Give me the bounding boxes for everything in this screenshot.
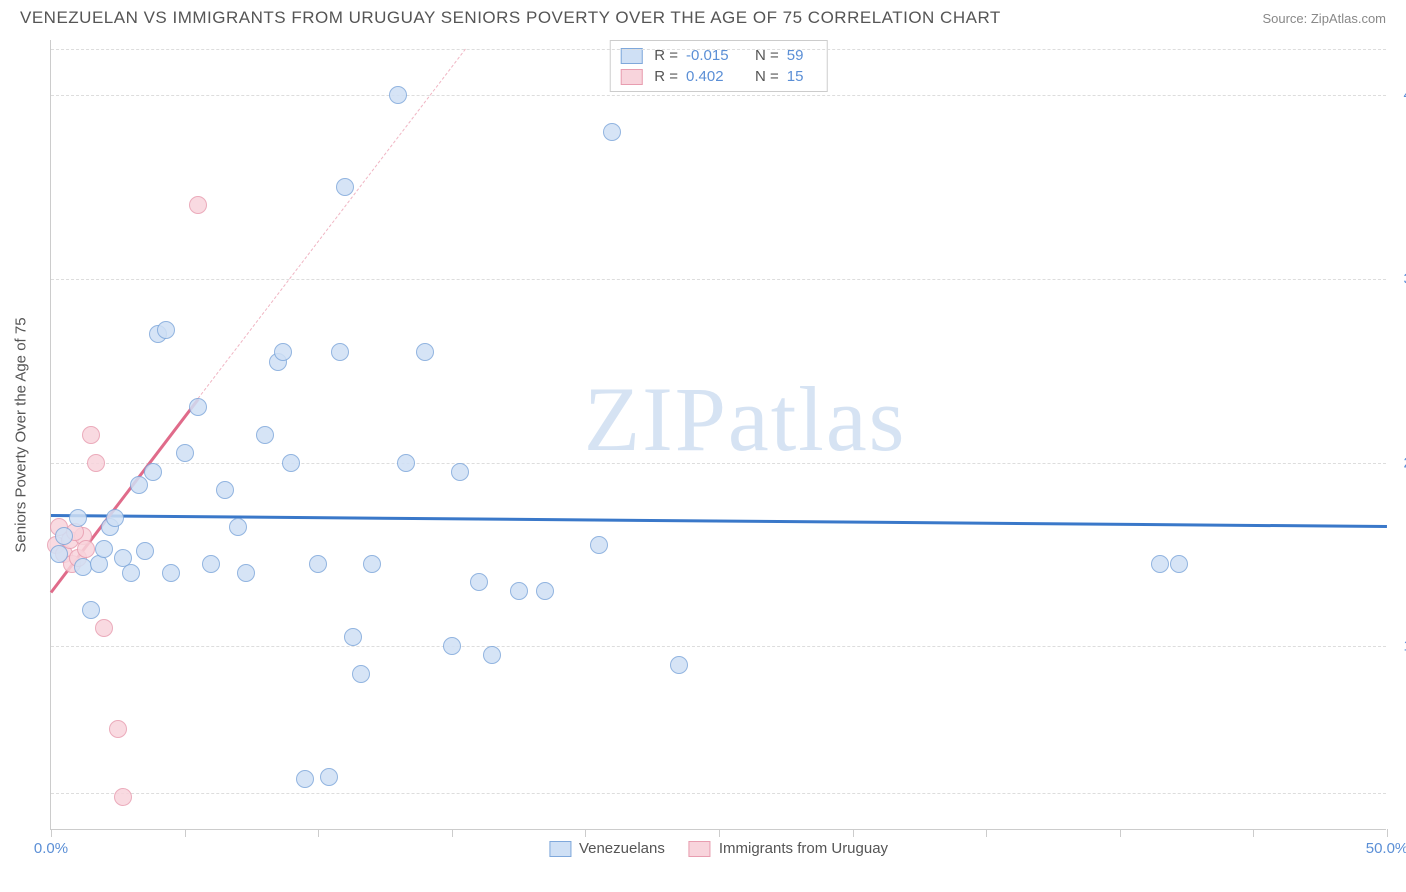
x-tick-label: 50.0% [1366,840,1406,857]
data-point [309,555,327,573]
data-point [352,665,370,683]
data-point [109,720,127,738]
x-tick [1120,829,1121,837]
x-tick-label: 0.0% [34,840,68,857]
r-value: 0.402 [686,68,741,85]
legend-swatch [689,841,711,857]
legend-swatch [549,841,571,857]
header: VENEZUELAN VS IMMIGRANTS FROM URUGUAY SE… [0,0,1406,32]
data-point [397,454,415,472]
data-point [189,196,207,214]
legend-swatch [620,69,642,85]
x-tick [853,829,854,837]
data-point [136,542,154,560]
grid-line [51,49,1386,50]
data-point [95,540,113,558]
data-point [451,463,469,481]
grid-line [51,279,1386,280]
legend-row: R =-0.015N =59 [620,45,817,66]
legend-series: Venezuelans Immigrants from Uruguay [549,840,888,857]
data-point [176,444,194,462]
data-point [162,564,180,582]
y-tick-label: 30.0% [1391,270,1406,287]
watermark-thin: atlas [728,368,907,470]
y-tick-label: 10.0% [1391,638,1406,655]
y-tick-label: 20.0% [1391,454,1406,471]
legend-item: Venezuelans [549,840,665,857]
data-point [336,178,354,196]
data-point [189,398,207,416]
grid-line [51,793,1386,794]
data-point [256,426,274,444]
watermark-bold: ZIP [584,368,728,470]
grid-line [51,646,1386,647]
x-tick [1253,829,1254,837]
data-point [603,123,621,141]
x-tick [318,829,319,837]
data-point [344,628,362,646]
data-point [144,463,162,481]
data-point [229,518,247,536]
data-point [536,582,554,600]
data-point [296,770,314,788]
n-value: 15 [787,68,817,85]
trend-line [51,514,1387,528]
x-tick [986,829,987,837]
legend-correlation: R =-0.015N =59 R = 0.402 N = 15 [609,40,828,92]
x-tick [1387,829,1388,837]
data-point [510,582,528,600]
data-point [55,527,73,545]
n-label: N = [755,68,779,85]
source-label: Source: ZipAtlas.com [1262,11,1386,26]
data-point [363,555,381,573]
data-point [87,454,105,472]
data-point [237,564,255,582]
data-point [69,509,87,527]
data-point [50,545,68,563]
x-tick [719,829,720,837]
data-point [1170,555,1188,573]
data-point [82,426,100,444]
data-point [590,536,608,554]
data-point [77,540,95,558]
chart-title: VENEZUELAN VS IMMIGRANTS FROM URUGUAY SE… [20,8,1001,28]
x-tick [452,829,453,837]
data-point [443,637,461,655]
data-point [1151,555,1169,573]
data-point [202,555,220,573]
data-point [122,564,140,582]
x-tick [185,829,186,837]
legend-label: Venezuelans [579,840,665,857]
grid-line [51,463,1386,464]
data-point [95,619,113,637]
y-axis-label: Seniors Poverty Over the Age of 75 [13,317,30,552]
data-point [331,343,349,361]
watermark: ZIPatlas [584,366,907,472]
y-tick-label: 40.0% [1391,87,1406,104]
x-tick [585,829,586,837]
data-point [106,509,124,527]
data-point [114,788,132,806]
x-tick [51,829,52,837]
data-point [82,601,100,619]
data-point [416,343,434,361]
legend-item: Immigrants from Uruguay [689,840,888,857]
data-point [274,343,292,361]
data-point [389,86,407,104]
scatter-chart: Seniors Poverty Over the Age of 75 ZIPat… [50,40,1386,830]
data-point [670,656,688,674]
legend-row: R = 0.402 N = 15 [620,66,817,87]
data-point [320,768,338,786]
data-point [157,321,175,339]
grid-line [51,95,1386,96]
legend-label: Immigrants from Uruguay [719,840,888,857]
r-label: R = [654,68,678,85]
data-point [470,573,488,591]
data-point [483,646,501,664]
data-point [282,454,300,472]
data-point [216,481,234,499]
